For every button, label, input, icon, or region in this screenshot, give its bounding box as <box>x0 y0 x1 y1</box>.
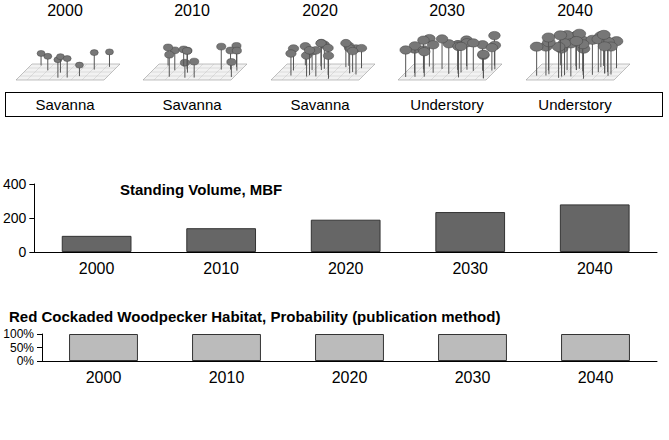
svg-text:2010: 2010 <box>203 260 239 277</box>
svg-text:2040: 2040 <box>577 260 613 277</box>
html-text:Savanna: Savanna <box>290 96 350 113</box>
html-text:2040: 2040 <box>557 2 593 19</box>
html-text:2000: 2000 <box>47 2 83 19</box>
svg-text:400: 400 <box>3 176 27 192</box>
html-text:Understory: Understory <box>410 96 484 113</box>
html-text:2010: 2010 <box>174 2 210 19</box>
svg-text:2030: 2030 <box>455 369 491 386</box>
svg-text:2030: 2030 <box>452 260 488 277</box>
svg-text:50%: 50% <box>10 341 34 355</box>
html-text:Savanna: Savanna <box>35 96 95 113</box>
svg-text:2000: 2000 <box>86 369 122 386</box>
svg-text:2040: 2040 <box>578 369 614 386</box>
svg-text:Red Cockaded Woodpecker Habita: Red Cockaded Woodpecker Habitat, Probabi… <box>9 308 500 325</box>
html-text:Savanna: Savanna <box>162 96 222 113</box>
svg-text:2010: 2010 <box>209 369 245 386</box>
svg-text:2000: 2000 <box>79 260 115 277</box>
svg-text:200: 200 <box>3 210 27 226</box>
svg-text:0: 0 <box>19 244 27 260</box>
svg-text:Standing Volume, MBF: Standing Volume, MBF <box>120 181 282 198</box>
svg-text:100%: 100% <box>3 327 34 341</box>
html-text:2020: 2020 <box>302 2 338 19</box>
svg-text:2020: 2020 <box>328 260 364 277</box>
svg-text:2020: 2020 <box>332 369 368 386</box>
html-text:Understory: Understory <box>538 96 612 113</box>
html-text:2030: 2030 <box>429 2 465 19</box>
svg-text:0%: 0% <box>17 354 35 368</box>
